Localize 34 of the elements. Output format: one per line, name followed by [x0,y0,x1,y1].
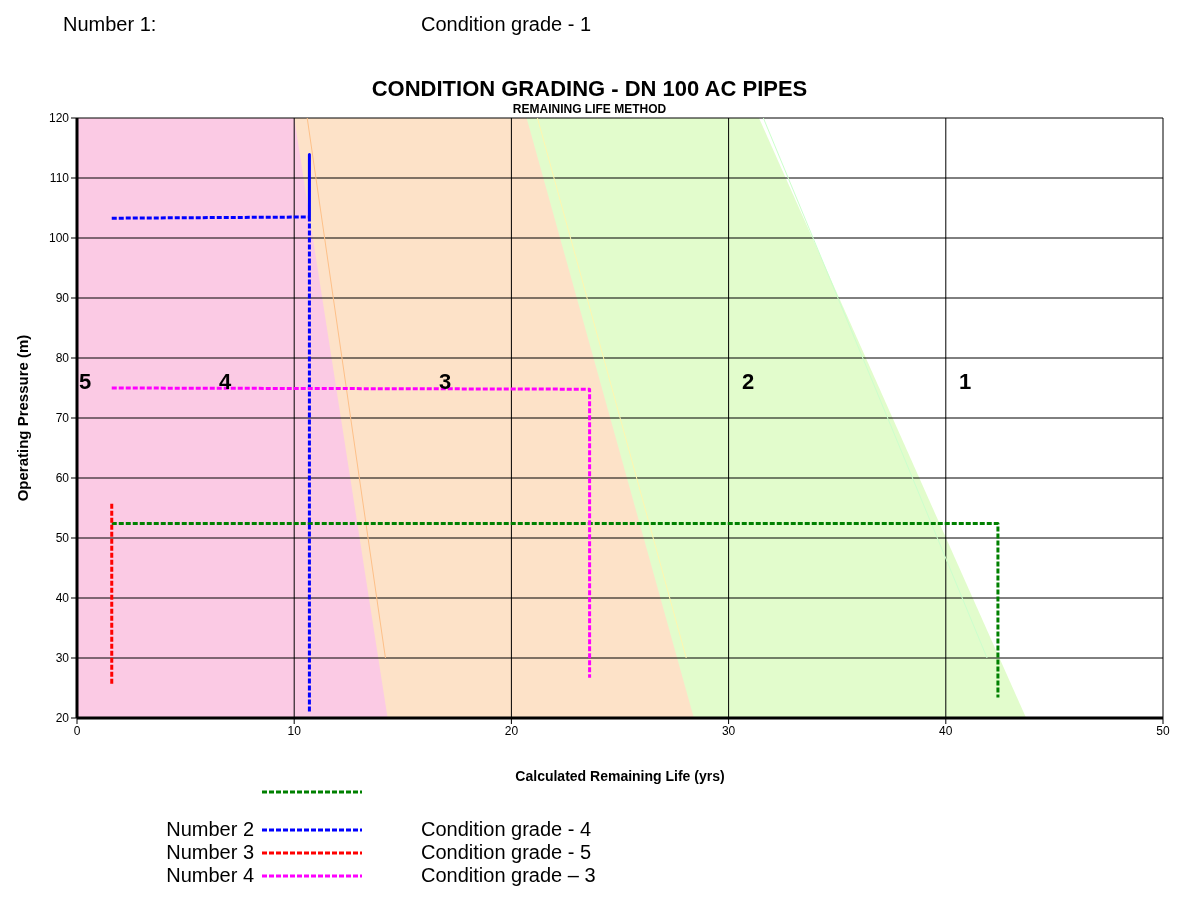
y-tick-label: 50 [55,531,70,546]
y-tick-label: 60 [55,471,70,486]
x-tick-label: 30 [721,723,736,738]
x-axis-title: Calculated Remaining Life (yrs) [514,768,726,784]
x-tick-label: 20 [504,723,519,738]
y-tick-label: 20 [55,711,70,726]
y-tick-label: 30 [55,651,70,666]
x-tick-label: 50 [1156,723,1170,738]
y-tick-label: 110 [49,171,70,186]
y-axis-title: Operating Pressure (m) [13,334,31,502]
legend-label: Number 4 [166,864,254,887]
x-tick-label: 10 [287,723,302,738]
x-tick-label: 0 [73,723,81,738]
y-tick-label: 80 [55,351,70,366]
text: Condition grade – 3 [421,864,596,887]
y-tick-label: 120 [48,111,70,126]
y-tick-label: 40 [55,591,70,606]
annotation: 3 [438,369,452,395]
legend-label: Number 3 [166,841,254,864]
chart-subtitle: REMAINING LIFE METHOD [512,102,667,116]
text: Condition grade - 5 [421,841,592,864]
x-tick-label: 40 [939,723,953,738]
annotation: 1 [958,369,972,395]
legend-label: Number 2 [166,818,254,841]
annotation: 5 [78,369,92,395]
line-series [110,153,311,715]
annotation: 2 [741,369,755,395]
y-tick-label: 100 [48,231,70,246]
y-tick-label: 90 [55,291,70,306]
text: Number 1: [63,13,157,36]
chart-title: CONDITION GRADING - DN 100 AC PIPES [370,76,809,102]
y-tick-label: 70 [55,411,70,426]
text: Condition grade - 1 [421,13,592,36]
text: Condition grade - 4 [421,818,592,841]
